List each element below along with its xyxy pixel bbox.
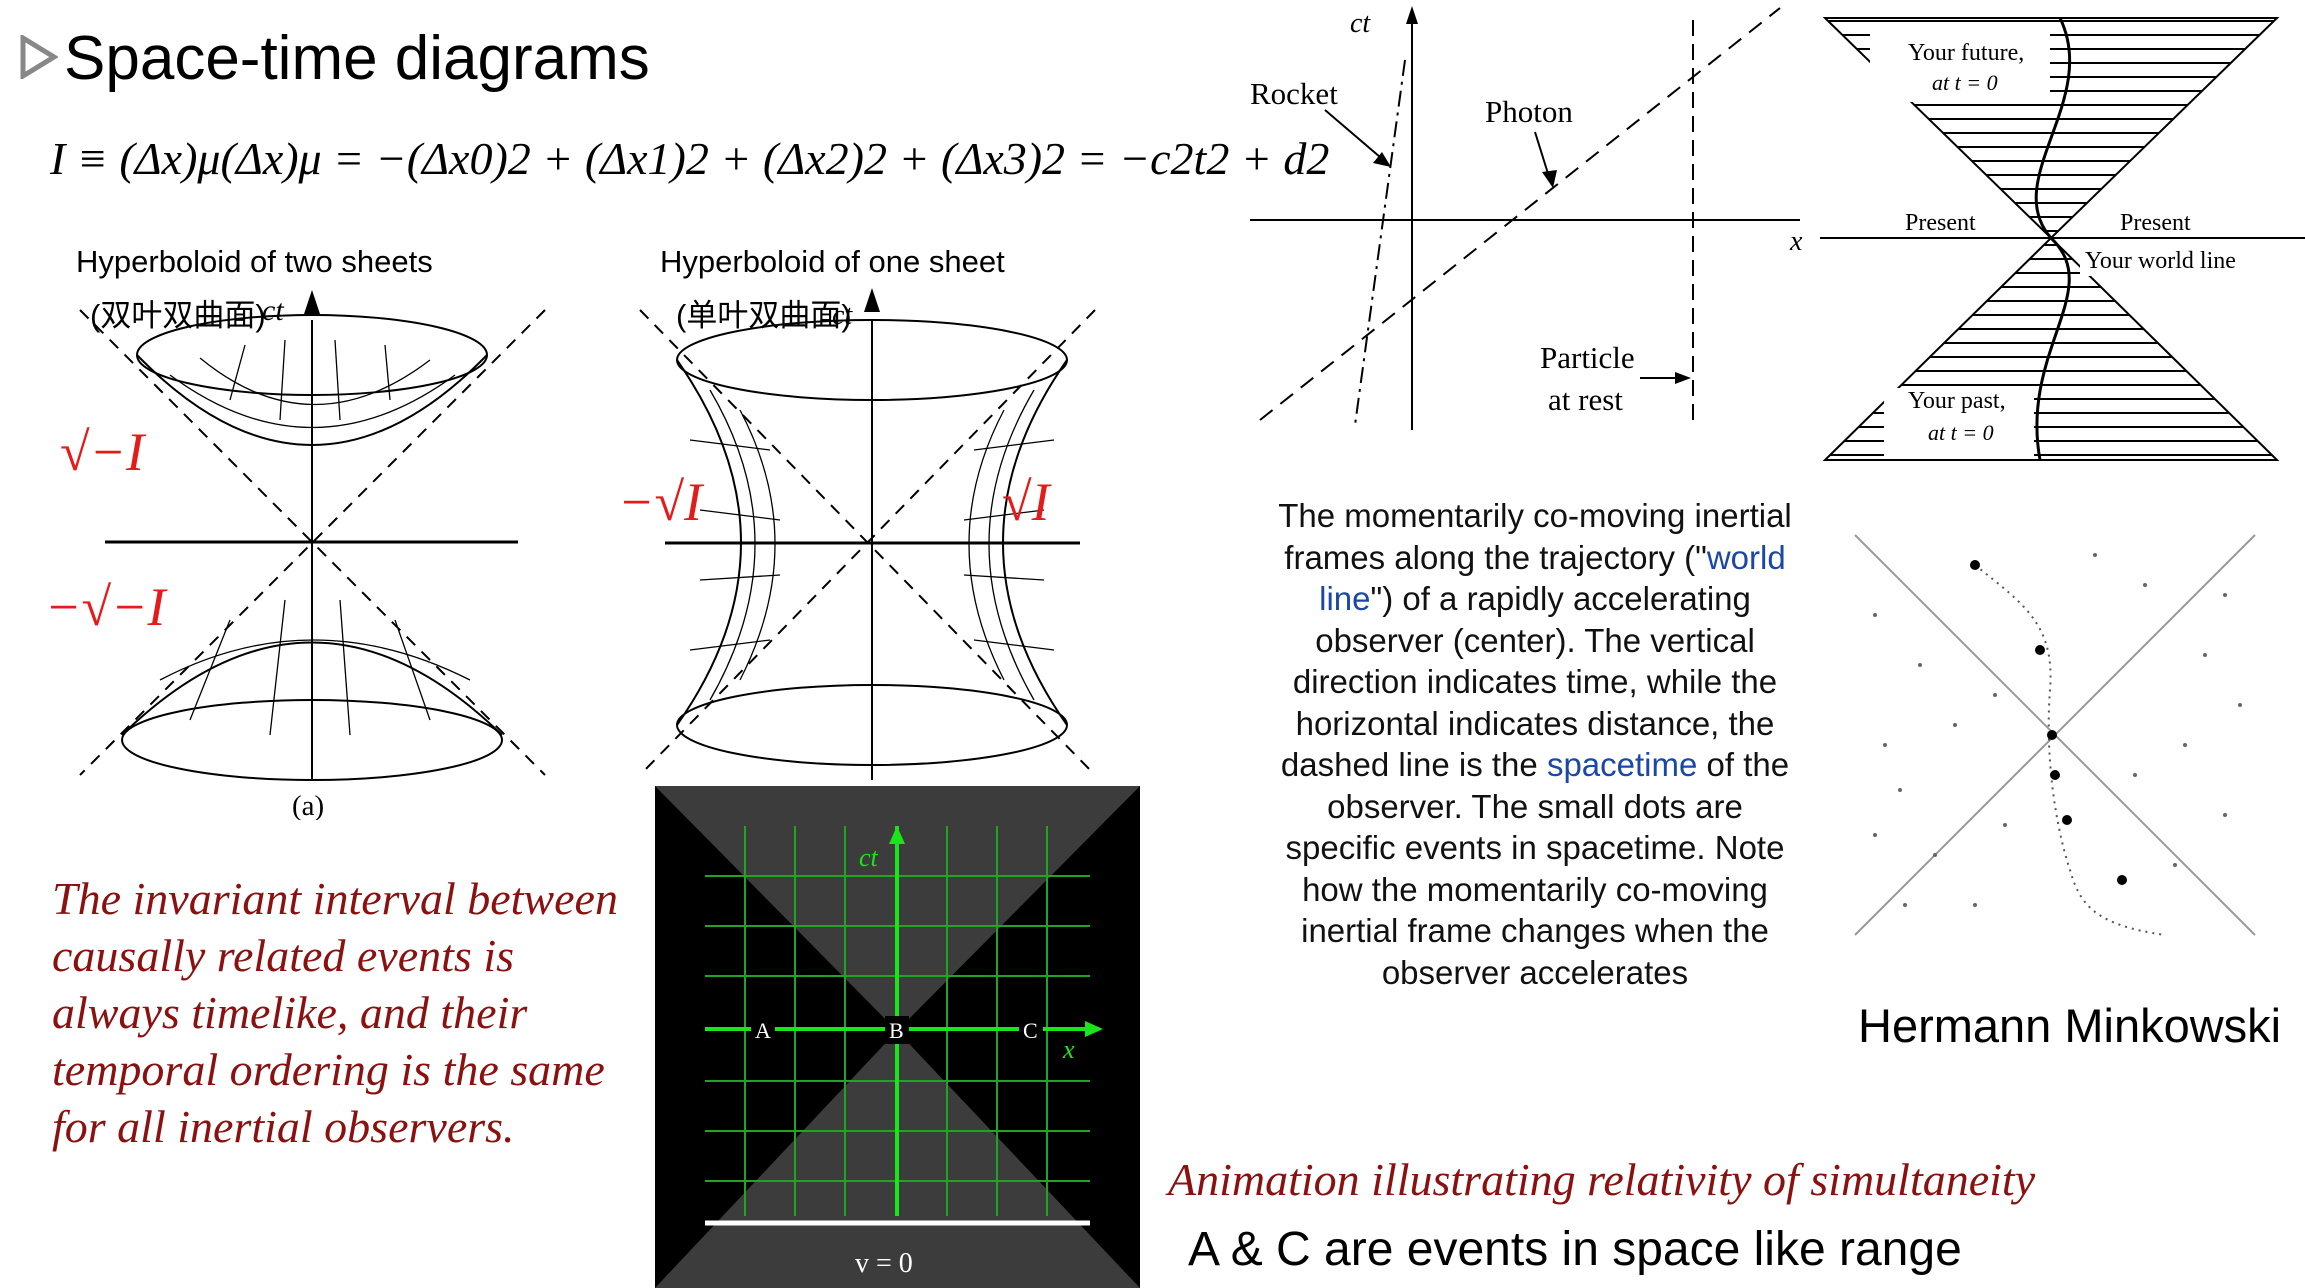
caption-part-3: of the observer. The small dots are spec…	[1285, 746, 1790, 991]
present-left-label: Present	[1905, 210, 1976, 236]
two-sheets-diagram: ct √−I −√−I (a)	[45, 290, 546, 820]
velocity-label: v = 0	[855, 1248, 913, 1279]
rocket-axis-x: x	[1789, 226, 1803, 257]
present-right-label: Present	[2120, 210, 2191, 236]
event-b-label: B	[889, 1018, 904, 1043]
right-root-label: √I	[1002, 472, 1053, 532]
two-sheets-axis-label: ct	[262, 294, 284, 327]
caption-part-2: ") of a rapidly accelerating observer (c…	[1280, 580, 1778, 783]
event-c-label: C	[1023, 1018, 1038, 1043]
lower-root-label: −√−I	[45, 577, 169, 637]
past-time-label: at t = 0	[1928, 420, 1994, 445]
anim-axis-x: x	[1062, 1035, 1075, 1064]
animation-caption: Animation illustrating relativity of sim…	[1168, 1154, 2036, 1205]
future-label: Your future,	[1908, 40, 2024, 66]
one-sheet-diagram: ct −√I √I	[618, 288, 1096, 780]
upper-root-label: √−I	[60, 422, 147, 482]
anim-axis-t: ct	[859, 843, 879, 872]
light-cone-diagram: Your future, at t = 0 Present Present Yo…	[1820, 17, 2305, 461]
past-label: Your past,	[1908, 388, 2006, 414]
spacetime-link[interactable]: spacetime	[1546, 746, 1698, 783]
interval-formula: I ≡ (Δx)μ(Δx)μ = −(Δx0)2 + (Δx1)2 + (Δx2…	[50, 133, 1330, 184]
rocket-label: Rocket	[1250, 76, 1338, 111]
world-line-label: Your world line	[2085, 248, 2236, 274]
rocket-axis-t: ct	[1350, 8, 1371, 39]
page-title: Space-time diagrams	[20, 24, 650, 94]
rocket-photon-diagram: ct x Rocket Photon Particle at rest	[1250, 6, 1803, 430]
photon-label: Photon	[1485, 94, 1573, 129]
world-line-caption: The momentarily co-moving inertial frame…	[1270, 495, 1800, 993]
left-root-label: −√I	[618, 472, 705, 532]
one-sheet-axis-label: ct	[832, 300, 853, 331]
two-sheets-cn-label: (双叶双曲面)	[90, 298, 266, 333]
title-text: Space-time diagrams	[64, 24, 650, 93]
particle-label: Particle	[1540, 340, 1635, 375]
one-sheet-label: Hyperboloid of one sheet	[660, 244, 1005, 279]
at-rest-label: at rest	[1548, 382, 1623, 417]
caption-part-1: The momentarily co-moving inertial frame…	[1278, 497, 1792, 576]
two-sheets-sublabel: (a)	[292, 790, 324, 820]
world-line-link[interactable]: world line	[1319, 538, 1786, 618]
ac-caption: A & C are events in space like range	[1188, 1223, 1962, 1276]
minkowski-frames-diagram	[1854, 534, 2256, 936]
two-sheets-label: Hyperboloid of two sheets	[76, 244, 433, 279]
invariant-statement: The invariant interval between causally …	[52, 873, 618, 1152]
future-time-label: at t = 0	[1932, 70, 1998, 95]
minkowski-name: Hermann Minkowski	[1858, 999, 2282, 1052]
play-bullet-icon	[20, 24, 59, 94]
simultaneity-animation: A B C ct x v = 0	[655, 786, 1140, 1288]
event-a-label: A	[755, 1018, 771, 1043]
